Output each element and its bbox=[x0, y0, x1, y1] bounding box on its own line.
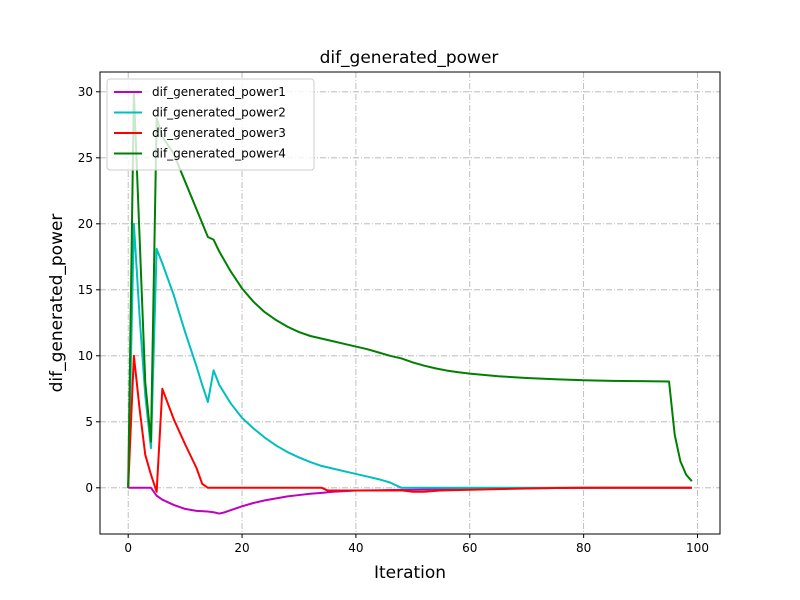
y-tick-label: 20 bbox=[78, 217, 93, 231]
y-tick-label: 30 bbox=[78, 85, 93, 99]
legend-label: dif_generated_power3 bbox=[152, 126, 286, 140]
y-tick-label: 10 bbox=[78, 349, 93, 363]
x-tick-label: 40 bbox=[348, 541, 363, 555]
y-axis-title: dif_generated_power bbox=[47, 214, 67, 393]
plot-frame bbox=[99, 71, 721, 535]
y-tick-label: 15 bbox=[78, 283, 93, 297]
chart-title: dif_generated_power bbox=[320, 48, 499, 68]
x-tick-label: 60 bbox=[462, 541, 477, 555]
series-line-2 bbox=[127, 222, 692, 489]
legend-label: dif_generated_power2 bbox=[152, 106, 286, 120]
legend-label: dif_generated_power4 bbox=[152, 147, 286, 161]
x-tick-label: 80 bbox=[576, 541, 591, 555]
x-tick-label: 20 bbox=[234, 541, 249, 555]
legend: dif_generated_power1 dif_generated_power2… bbox=[106, 78, 315, 171]
x-tick-label: 0 bbox=[124, 541, 132, 555]
x-axis-title: Iteration bbox=[374, 563, 446, 583]
series-line-3 bbox=[127, 354, 692, 493]
y-axis: 0 5 10 15 20 25 30 bbox=[78, 85, 100, 495]
legend-box bbox=[106, 78, 315, 171]
x-tick-label: 100 bbox=[686, 541, 709, 555]
y-tick-label: 0 bbox=[85, 481, 93, 495]
legend-label: dif_generated_power1 bbox=[152, 85, 286, 99]
y-tick-label: 5 bbox=[85, 415, 93, 429]
y-tick-label: 25 bbox=[78, 151, 93, 165]
x-axis: 0 20 40 60 80 100 bbox=[124, 534, 709, 555]
